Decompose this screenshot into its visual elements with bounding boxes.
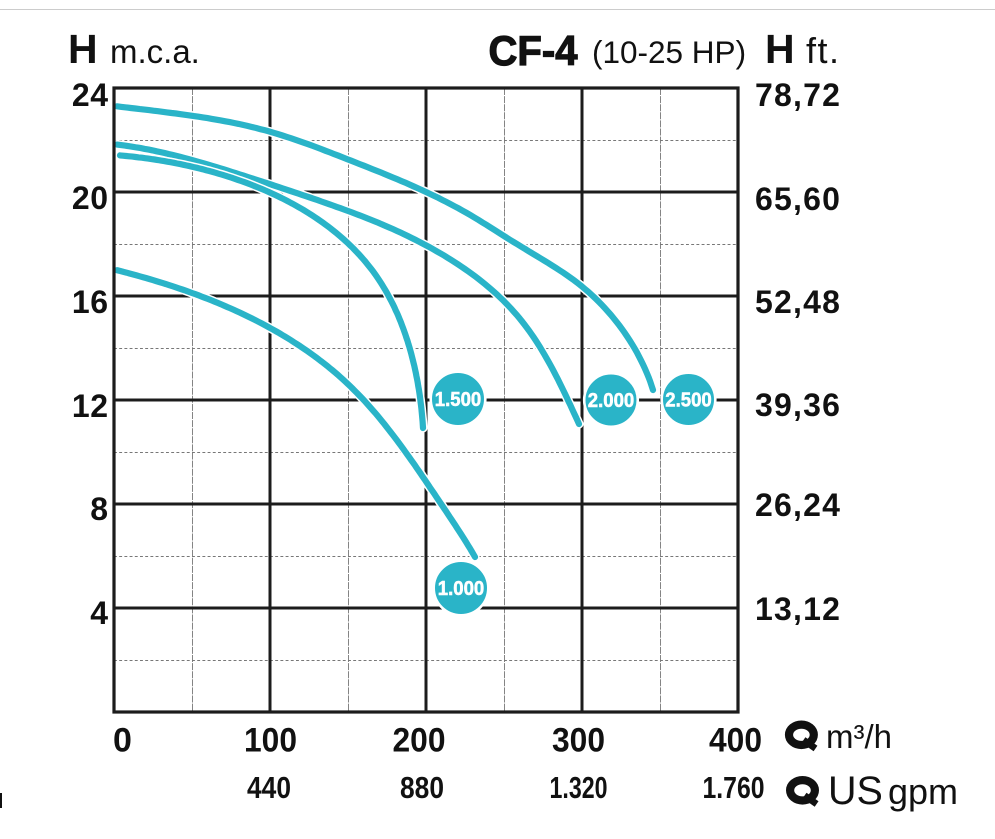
svg-text:1.500: 1.500 <box>435 388 482 411</box>
svg-text:200: 200 <box>393 722 446 760</box>
svg-text:52,48: 52,48 <box>755 284 841 320</box>
svg-text:20: 20 <box>72 180 109 216</box>
svg-text:2.500: 2.500 <box>665 389 712 412</box>
svg-text:65,60: 65,60 <box>755 181 841 217</box>
svg-text:H: H <box>765 26 795 72</box>
svg-text:39,36: 39,36 <box>755 387 841 423</box>
svg-text:1.320: 1.320 <box>550 770 608 805</box>
svg-text:1.000: 1.000 <box>438 577 485 600</box>
svg-text:ft.: ft. <box>806 30 841 71</box>
svg-text:4: 4 <box>90 595 108 631</box>
svg-text:1.760: 1.760 <box>703 770 765 805</box>
svg-text:US: US <box>828 769 883 813</box>
svg-text:m³/h: m³/h <box>826 718 892 755</box>
svg-text:880: 880 <box>400 770 444 805</box>
svg-text:CF-4: CF-4 <box>489 27 579 74</box>
svg-text:m.c.a.: m.c.a. <box>110 33 200 70</box>
svg-text:2.000: 2.000 <box>588 389 635 412</box>
svg-text:H: H <box>68 26 98 72</box>
svg-text:100: 100 <box>244 722 297 760</box>
svg-text:(10-25 HP): (10-25 HP) <box>592 34 746 70</box>
svg-text:24: 24 <box>72 77 109 113</box>
svg-text:300: 300 <box>552 722 605 760</box>
svg-text:13,12: 13,12 <box>755 591 841 627</box>
svg-text:400: 400 <box>709 722 762 760</box>
svg-text:440: 440 <box>247 770 291 805</box>
svg-text:8: 8 <box>90 491 108 527</box>
svg-text:16: 16 <box>72 284 109 320</box>
svg-text:12: 12 <box>72 388 109 424</box>
svg-text:0: 0 <box>113 722 132 760</box>
svg-text:78,72: 78,72 <box>755 77 841 113</box>
svg-text:26,24: 26,24 <box>755 487 841 523</box>
svg-text:gpm: gpm <box>888 771 958 812</box>
